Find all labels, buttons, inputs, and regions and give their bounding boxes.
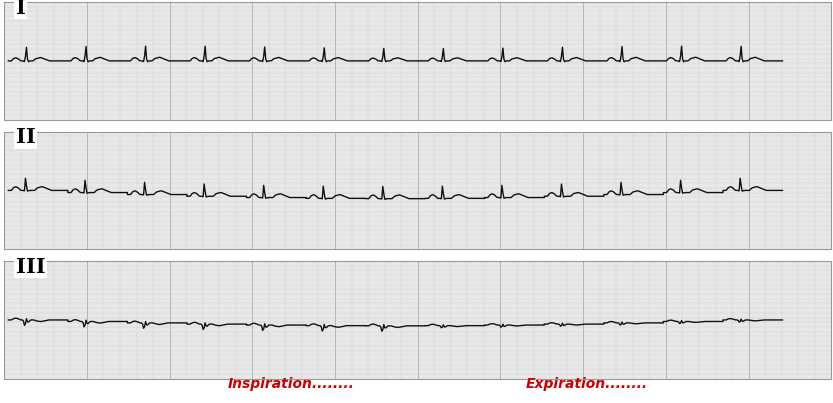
- Text: I: I: [16, 0, 26, 18]
- Text: II: II: [16, 127, 36, 147]
- Text: III: III: [16, 257, 45, 277]
- Text: Expiration........: Expiration........: [526, 377, 647, 391]
- Text: Inspiration........: Inspiration........: [227, 377, 354, 391]
